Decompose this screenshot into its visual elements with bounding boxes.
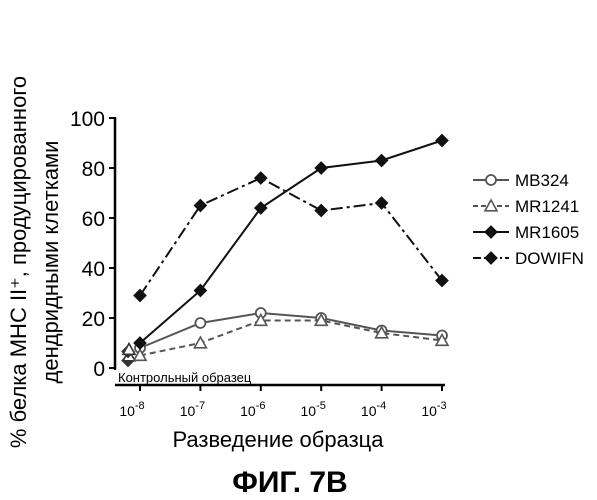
x-tick-label: 10-5 xyxy=(301,400,326,419)
y-axis-label-line1: % белка MHC II⁺, продуцированного xyxy=(6,76,31,448)
data-point xyxy=(376,155,388,167)
x-tick-label: 10-7 xyxy=(180,400,205,419)
series-DOWIFN xyxy=(134,172,448,302)
legend-label: DOWIFN xyxy=(515,249,584,268)
y-tick-label: 100 xyxy=(70,108,105,131)
data-point xyxy=(315,162,327,174)
x-tick-label: 10-6 xyxy=(240,400,265,419)
legend-label: MR1605 xyxy=(515,223,579,242)
y-axis-label-line2: дендридными клетками xyxy=(38,141,63,384)
x-tick-label: 10-4 xyxy=(361,400,386,419)
figure-caption: ФИГ. 7B xyxy=(232,466,347,499)
series-line xyxy=(140,321,442,356)
data-point xyxy=(255,172,267,184)
y-tick-label: 60 xyxy=(82,208,105,231)
series-line xyxy=(140,141,442,344)
data-point xyxy=(134,290,146,302)
y-tick-label: 40 xyxy=(82,258,105,281)
data-point xyxy=(194,200,206,212)
y-ticks: 0 20 40 60 80 100 xyxy=(70,108,115,381)
legend-item: MR1605 xyxy=(473,223,579,242)
series-MR1605 xyxy=(134,135,448,350)
data-point xyxy=(195,318,205,328)
legend: MB324 MR1241 MR1605 DOWIFN xyxy=(473,171,584,268)
legend-item: MB324 xyxy=(473,171,569,190)
x-ticks: 10-8 10-7 10-6 10-5 10-4 10-3 xyxy=(119,385,446,419)
legend-marker xyxy=(486,175,496,185)
y-tick-label: 80 xyxy=(82,158,105,181)
legend-marker xyxy=(485,200,497,211)
series-line xyxy=(140,313,442,348)
series-layer xyxy=(134,135,448,361)
legend-item: MR1241 xyxy=(473,197,579,216)
control-points xyxy=(122,344,135,367)
legend-marker xyxy=(485,252,497,264)
legend-label: MB324 xyxy=(515,171,569,190)
legend-marker xyxy=(485,226,497,238)
legend-label: MR1241 xyxy=(515,197,579,216)
series-MR1241 xyxy=(134,315,448,361)
x-axis-label: Разведение образца xyxy=(172,427,384,452)
y-tick-label: 0 xyxy=(93,358,105,381)
x-tick-label: 10-3 xyxy=(421,400,446,419)
series-line xyxy=(140,178,442,296)
data-point xyxy=(315,205,327,217)
legend-item: DOWIFN xyxy=(473,249,584,268)
data-point xyxy=(436,135,448,147)
x-tick-label: 10-8 xyxy=(119,400,144,419)
control-label: Контрольный образец xyxy=(118,370,252,385)
y-tick-label: 20 xyxy=(82,308,105,331)
